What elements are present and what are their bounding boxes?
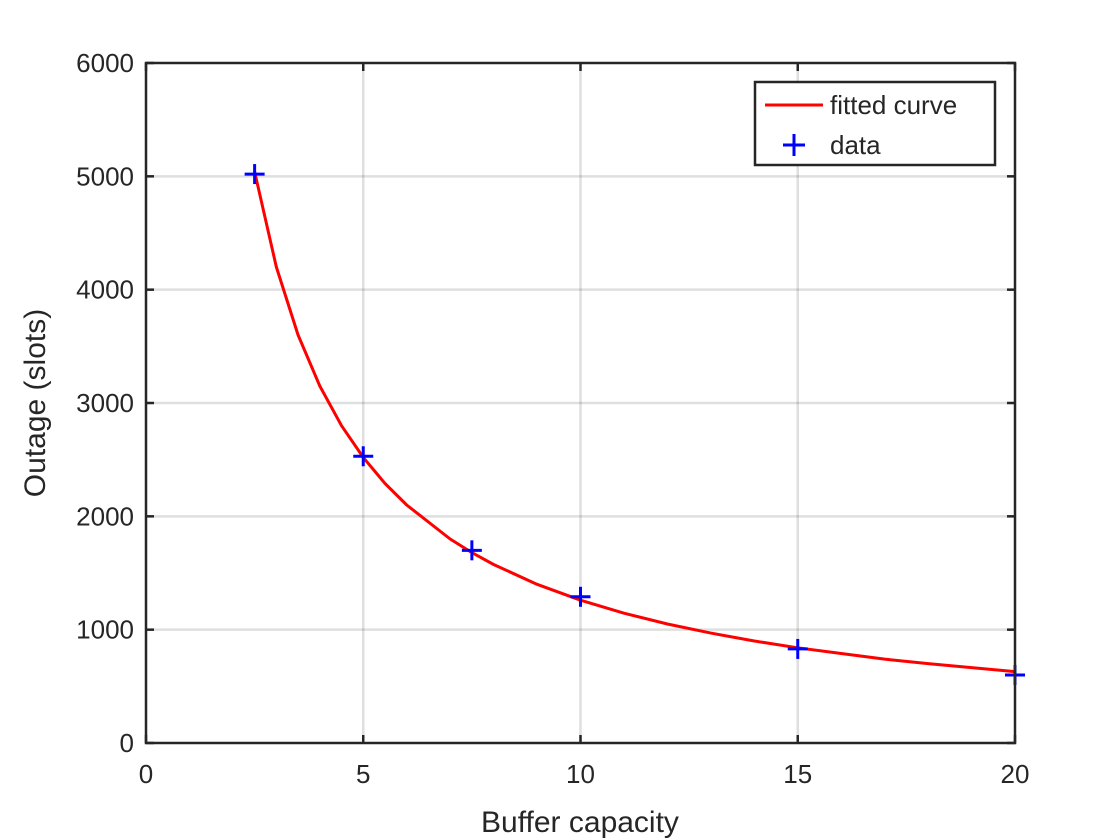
data-point-plus [461, 540, 482, 561]
y-tick-label: 5000 [76, 161, 134, 191]
x-axis-label: Buffer capacity [481, 806, 679, 839]
x-tick-label: 20 [1001, 759, 1030, 789]
series-line-fitted-curve [253, 170, 1017, 674]
y-tick-label: 6000 [76, 48, 134, 78]
tick-labels: 0 5 10 15 20 0 1000 2000 3000 4000 5000 6000 [76, 48, 1029, 789]
legend: fitted curve data [753, 80, 997, 167]
plot-area [146, 63, 1015, 743]
legend-label-data: data [830, 130, 881, 160]
grid-lines [146, 63, 1015, 743]
y-tick-label: 0 [120, 728, 134, 758]
x-tick-label: 10 [566, 759, 595, 789]
y-tick-label: 1000 [76, 615, 134, 645]
series-layer [244, 164, 1025, 685]
data-point-plus [353, 446, 374, 467]
tick-marks [144, 61, 1017, 745]
data-point-plus [570, 586, 591, 607]
data-point-plus [787, 638, 808, 659]
legend-label-fitted-curve: fitted curve [830, 90, 957, 120]
y-axis-label: Outage (slots) [19, 309, 52, 497]
legend-plus-marker [783, 134, 805, 156]
y-tick-label: 3000 [76, 388, 134, 418]
x-tick-label: 5 [356, 759, 370, 789]
x-tick-label: 0 [139, 759, 153, 789]
x-tick-label: 15 [783, 759, 812, 789]
y-tick-label: 2000 [76, 501, 134, 531]
data-point-plus [244, 164, 265, 185]
y-tick-label: 4000 [76, 275, 134, 305]
